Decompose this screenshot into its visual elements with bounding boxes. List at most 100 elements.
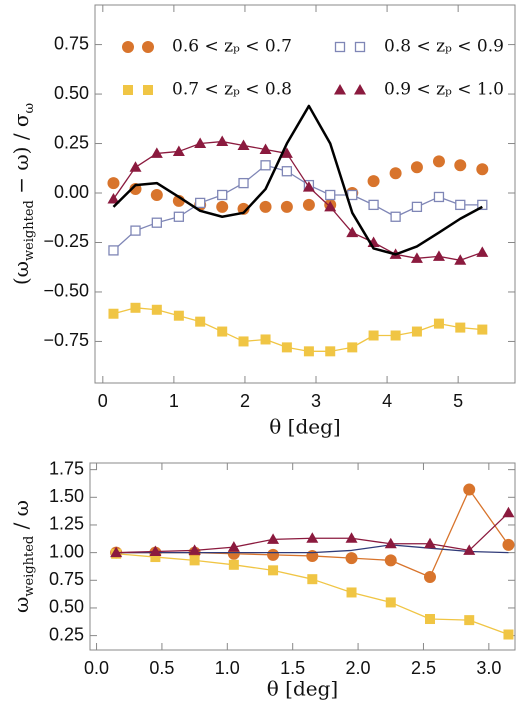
y-axis-label: (ωweighted − ω) / σω xyxy=(9,103,38,285)
marker xyxy=(502,506,515,518)
marker xyxy=(390,211,401,222)
marker xyxy=(502,538,515,551)
marker xyxy=(303,346,314,357)
marker xyxy=(368,199,379,211)
marker xyxy=(306,532,319,543)
x-tick-label: 2.0 xyxy=(346,658,371,678)
marker xyxy=(433,318,444,329)
marker xyxy=(238,336,249,347)
y-tick-label: −0.75 xyxy=(43,330,89,350)
legend-item: 0.8 < zₚ < 0.9 xyxy=(334,37,504,57)
y-axis-label-part: (ω xyxy=(9,261,33,285)
legend-marker xyxy=(354,84,366,95)
marker xyxy=(107,192,120,204)
x-tick-label: 1 xyxy=(169,391,179,411)
marker xyxy=(228,559,239,570)
x-tick-label: 1.5 xyxy=(280,658,305,678)
y-axis-label-part: weighted xyxy=(22,536,37,597)
plot-frame xyxy=(89,462,516,651)
y-tick-label: 0.50 xyxy=(54,83,89,103)
marker xyxy=(307,574,318,585)
marker xyxy=(260,334,271,345)
series-line xyxy=(112,104,483,256)
marker xyxy=(107,177,120,190)
legend-label: 0.7 < zₚ < 0.8 xyxy=(172,80,292,100)
series-line xyxy=(112,140,483,261)
marker xyxy=(347,189,358,201)
marker xyxy=(463,483,476,496)
plot-frame xyxy=(94,4,516,384)
y-tick-label: −0.25 xyxy=(43,231,89,251)
marker xyxy=(108,245,119,256)
legend-item: 0.9 < zₚ < 1.0 xyxy=(334,80,504,100)
marker xyxy=(302,198,315,211)
marker xyxy=(281,342,292,353)
marker xyxy=(150,552,161,563)
y-tick-label: 0.25 xyxy=(54,132,89,152)
marker xyxy=(424,537,436,549)
marker xyxy=(411,201,423,213)
panel: 0 1 2 3 4 5 −0.75 −0.50 −0.25 0.00 0.25 0.50 0.75 θ [… xyxy=(9,4,516,439)
marker xyxy=(151,304,162,315)
marker xyxy=(325,346,336,357)
marker xyxy=(280,147,293,158)
marker xyxy=(454,254,467,265)
marker xyxy=(108,308,119,319)
marker xyxy=(503,629,514,640)
marker xyxy=(346,226,359,238)
x-axis-label: θ [deg] xyxy=(267,677,338,701)
marker xyxy=(281,166,293,177)
marker xyxy=(238,177,249,189)
series-line xyxy=(116,553,509,636)
marker xyxy=(384,554,397,567)
marker xyxy=(464,615,475,626)
y-tick-label: 0.25 xyxy=(49,624,84,644)
x-tick-label: 2.5 xyxy=(411,658,436,678)
marker xyxy=(216,135,229,147)
marker xyxy=(454,159,467,172)
marker xyxy=(432,155,445,168)
marker xyxy=(433,191,445,203)
marker xyxy=(476,246,489,257)
marker xyxy=(227,541,240,552)
y-axis-label-part: ω xyxy=(9,597,33,613)
marker xyxy=(189,555,200,566)
legend-item: 0.6 < zₚ < 0.7 xyxy=(122,37,292,57)
y-axis-label-part: weighted xyxy=(22,200,37,261)
y-tick-label: 0.75 xyxy=(54,33,89,53)
marker xyxy=(477,199,488,211)
y-axis-label-part: ω xyxy=(22,103,37,114)
legend-marker xyxy=(354,41,366,53)
marker xyxy=(237,202,250,215)
legend-label: 0.9 < zₚ < 1.0 xyxy=(384,80,504,100)
x-tick-label: 3 xyxy=(311,391,321,411)
marker xyxy=(384,537,397,549)
marker xyxy=(195,197,206,209)
plot-area xyxy=(107,104,489,357)
marker xyxy=(367,175,380,188)
marker xyxy=(260,160,271,171)
marker xyxy=(188,544,201,555)
y-tick-label: 1.75 xyxy=(49,458,84,478)
x-tick-label: 0.0 xyxy=(84,658,109,678)
marker xyxy=(195,316,206,327)
x-tick-label: 3.0 xyxy=(476,658,501,678)
marker xyxy=(432,250,445,261)
legend-marker xyxy=(123,85,133,95)
marker xyxy=(476,163,489,176)
marker xyxy=(268,565,279,576)
marker xyxy=(463,544,476,555)
marker xyxy=(237,139,250,151)
legend-label: 0.6 < zₚ < 0.7 xyxy=(172,37,292,57)
x-tick-label: 1.0 xyxy=(215,658,240,678)
y-tick-label: 0.50 xyxy=(49,597,84,617)
marker xyxy=(345,532,358,543)
marker xyxy=(130,302,141,313)
marker xyxy=(410,161,423,174)
marker xyxy=(217,326,228,337)
x-tick-label: 0 xyxy=(98,391,108,411)
x-tick-label: 5 xyxy=(453,391,463,411)
panel: 0.0 0.5 1.0 1.5 2.0 2.5 3.0 0.25 0.50 0.75 1.00 1.2… xyxy=(9,458,516,701)
marker xyxy=(411,326,422,337)
